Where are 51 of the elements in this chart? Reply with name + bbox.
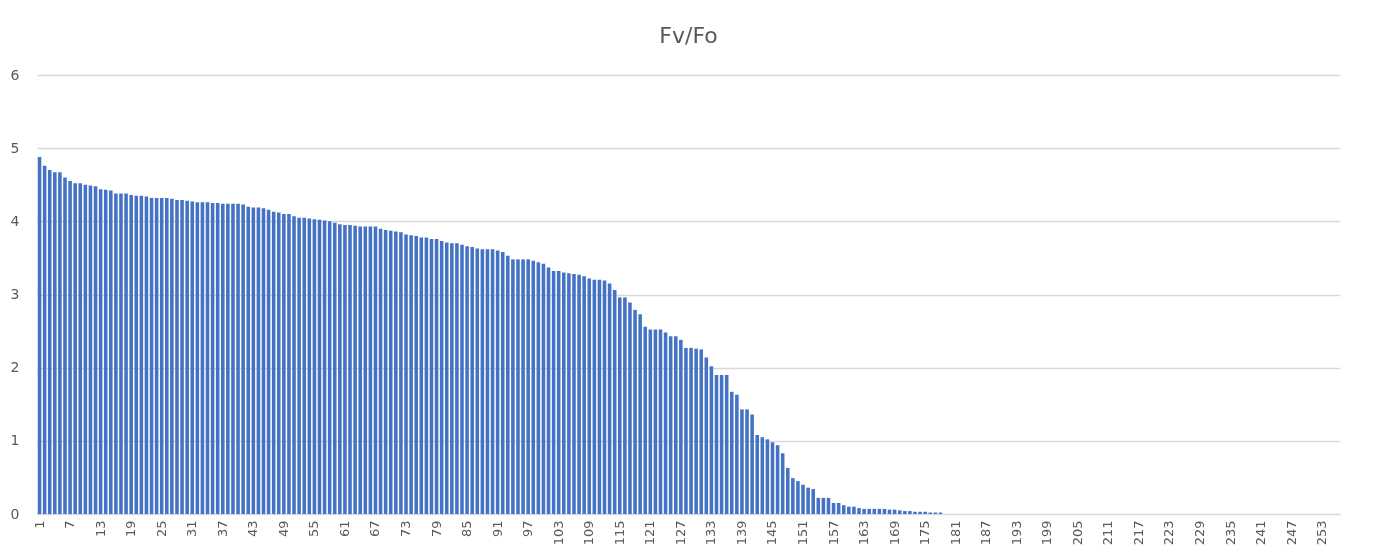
x-tick-label: 103 [550, 520, 566, 546]
x-tick-label: 175 [917, 520, 933, 546]
x-tick-label: 13 [92, 520, 108, 538]
x-tick-label: 133 [703, 520, 719, 546]
x-tick-label: 205 [1069, 520, 1085, 546]
x-tick-label: 127 [672, 520, 688, 546]
y-tick-label: 5 [10, 139, 20, 156]
x-tick-label: 31 [184, 520, 200, 538]
y-tick-label: 1 [10, 432, 20, 449]
x-tick-label: 121 [642, 520, 658, 546]
x-tick-label: 97 [520, 520, 536, 538]
x-tick-label: 247 [1283, 520, 1299, 546]
chart-title: Fv/Fo [659, 23, 718, 48]
x-tick-label: 169 [886, 520, 902, 546]
x-tick-label: 241 [1253, 520, 1269, 546]
x-tick-label: 139 [733, 520, 749, 546]
x-tick-label: 163 [856, 520, 872, 546]
x-tick-label: 37 [214, 520, 230, 538]
x-tick-label: 91 [489, 520, 505, 538]
x-tick-label: 55 [306, 520, 322, 538]
x-tick-label: 211 [1100, 520, 1116, 546]
x-tick-label: 151 [795, 520, 811, 546]
x-tick-label: 73 [398, 520, 414, 538]
x-tick-label: 43 [245, 520, 261, 538]
x-tick-label: 1 [31, 520, 47, 529]
x-tick-label: 25 [153, 520, 169, 538]
y-tick-label: 6 [10, 66, 20, 83]
y-tick-label: 0 [10, 505, 20, 522]
x-tick-label: 223 [1161, 520, 1177, 546]
y-tick-label: 3 [10, 286, 20, 302]
x-tick-label: 145 [764, 520, 780, 546]
x-tick-label: 187 [978, 520, 994, 546]
x-tick-label: 253 [1314, 520, 1330, 546]
x-tick-label: 157 [825, 520, 841, 546]
x-tick-label: 7 [62, 520, 78, 529]
x-tick-label: 79 [428, 520, 444, 538]
x-tick-label: 217 [1130, 520, 1146, 546]
x-tick-label: 109 [581, 520, 597, 546]
x-tick-label: 61 [336, 520, 352, 538]
x-tick-label: 85 [459, 520, 475, 538]
x-tick-label: 181 [947, 520, 963, 546]
x-tick-label: 67 [367, 520, 383, 538]
x-tick-label: 19 [123, 520, 139, 538]
x-tick-label: 235 [1222, 520, 1238, 546]
y-tick-label: 4 [10, 212, 20, 229]
x-tick-label: 199 [1039, 520, 1055, 546]
x-tick-label: 49 [275, 520, 291, 538]
x-tick-label: 193 [1008, 520, 1024, 546]
x-tick-label: 229 [1192, 520, 1208, 546]
x-tick-label: 115 [611, 520, 627, 546]
y-tick-label: 2 [10, 359, 20, 376]
